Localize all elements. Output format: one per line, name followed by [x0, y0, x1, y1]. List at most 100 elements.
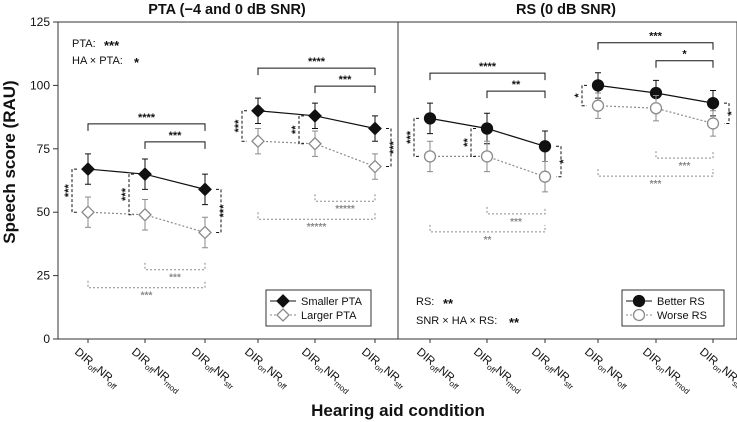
data-point	[632, 308, 646, 322]
y-tick-label: 50	[37, 205, 51, 219]
data-point	[251, 134, 265, 149]
series-better-rs	[423, 72, 720, 162]
significance-bracket	[486, 206, 546, 215]
significance-bracket	[386, 128, 392, 168]
significance-stars: ***	[510, 217, 522, 228]
y-tick-label: 25	[37, 269, 51, 283]
significance-bracket	[724, 102, 730, 124]
x-tick-label-part: on	[711, 363, 724, 376]
data-point	[649, 102, 663, 115]
panel-2: DIRoffNRoffDIRoffNRmodDIRoffNRstrDIRonNR…	[405, 31, 737, 396]
significance-stars: **	[462, 137, 474, 146]
significance-stars: ***	[388, 140, 400, 154]
series-worse-rs	[423, 92, 720, 193]
data-point	[591, 79, 605, 92]
panel-2-title: RS (0 dB SNR)	[516, 2, 616, 18]
significance-bracket	[241, 110, 247, 142]
significance-bracket	[298, 115, 304, 145]
stats-annotation-label: RS:	[416, 296, 434, 308]
significance-bracket	[71, 168, 77, 213]
significance-stars: ***	[169, 130, 183, 142]
y-axis-title: Speech score (RAU)	[0, 80, 19, 243]
data-point	[198, 225, 212, 240]
significance-stars: ***	[405, 130, 417, 144]
significance-bracket	[314, 194, 376, 202]
data-point	[423, 150, 437, 163]
significance-bracket	[655, 60, 714, 68]
stats-annotation-label: SNR × HA × RS:	[416, 315, 497, 327]
significance-bracket	[144, 262, 206, 271]
significance-bracket	[413, 117, 419, 157]
panel-1: DIRoffNRoffDIRoffNRmodDIRoffNRstrDIRonNR…	[63, 38, 405, 396]
legend-label: Larger PTA	[301, 310, 357, 322]
data-point	[423, 112, 437, 125]
stats-annotation-stars: **	[509, 315, 520, 330]
significance-stars: ***	[679, 161, 691, 172]
legend-1: Smaller PTA Larger PTA	[265, 289, 372, 327]
significance-stars: ***	[339, 74, 353, 86]
stats-annotation-stars: **	[443, 296, 454, 311]
significance-stars: **	[512, 79, 521, 91]
legend-label: Better RS	[657, 296, 705, 308]
significance-stars: *	[682, 49, 687, 61]
significance-stars: *	[573, 93, 585, 98]
significance-bracket	[257, 67, 376, 76]
x-tick-label-part: on	[654, 363, 667, 376]
y-tick-label: 125	[30, 15, 50, 29]
significance-stars: ***	[169, 273, 181, 284]
data-point	[632, 294, 646, 308]
significance-stars: ***	[649, 31, 663, 43]
x-tick-label-part: on	[313, 363, 326, 376]
data-point	[706, 117, 720, 130]
data-point	[276, 308, 290, 322]
significance-bracket	[87, 123, 206, 131]
significance-bracket	[429, 72, 546, 81]
data-point	[368, 121, 382, 136]
series-line	[597, 105, 714, 125]
significance-bracket	[470, 128, 476, 157]
x-tick-label-part: on	[373, 363, 386, 376]
stats-annotation-stars: *	[134, 55, 140, 70]
significance-bracket	[144, 141, 206, 149]
data-point	[480, 122, 494, 135]
significance-bracket	[128, 173, 134, 216]
data-point	[308, 108, 322, 123]
data-point	[308, 136, 322, 151]
series-smaller-pta	[81, 97, 382, 206]
stats-annotation-label: HA × PTA:	[72, 55, 123, 67]
y-tick-label: 0	[43, 332, 50, 346]
data-point	[138, 207, 152, 222]
significance-stars: ***	[141, 291, 153, 302]
y-tick-label: 100	[30, 78, 50, 92]
data-point	[276, 294, 290, 308]
significance-stars: ****	[308, 56, 326, 68]
significance-stars: **	[290, 125, 302, 134]
significance-bracket	[216, 188, 222, 233]
significance-bracket	[429, 224, 546, 233]
significance-bracket	[314, 85, 376, 94]
significance-bracket	[486, 90, 546, 99]
significance-stars: ****	[479, 61, 497, 73]
significance-stars: ***	[233, 119, 245, 133]
panel-1-title: PTA (−4 and 0 dB SNR)	[148, 2, 306, 18]
data-point	[251, 103, 265, 118]
significance-stars: **	[484, 235, 492, 246]
data-point	[81, 162, 95, 177]
legend-2: Better RS Worse RS	[621, 289, 725, 327]
significance-stars: *	[726, 110, 737, 115]
legend-label: Smaller PTA	[301, 296, 363, 308]
significance-bracket	[597, 169, 714, 177]
data-point	[591, 99, 605, 112]
significance-stars: ***	[63, 184, 75, 198]
significance-bracket	[556, 145, 562, 178]
x-tick-label-part: on	[256, 363, 269, 376]
significance-bracket	[257, 212, 376, 220]
stats-annotation-stars: ***	[104, 38, 120, 53]
data-point	[368, 159, 382, 174]
significance-stars: ***	[120, 187, 132, 201]
data-point	[81, 205, 95, 220]
significance-bracket	[581, 84, 587, 107]
significance-stars: ****	[138, 112, 156, 124]
y-tick-label: 75	[37, 142, 51, 156]
significance-bracket	[87, 280, 206, 289]
